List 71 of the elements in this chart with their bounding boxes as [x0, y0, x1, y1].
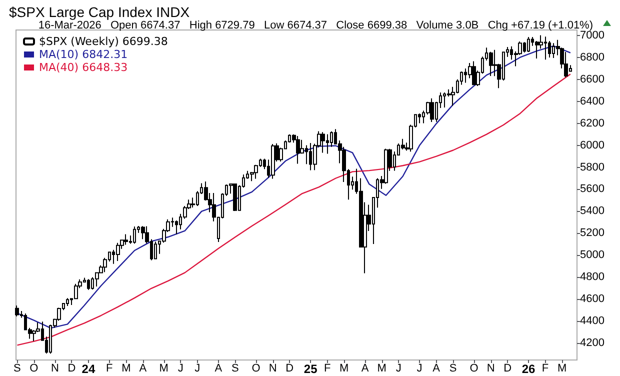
candlestick: [124, 234, 128, 246]
x-tick-label: O: [252, 362, 261, 374]
x-tick-label: D: [286, 362, 294, 374]
x-tick-label: O: [470, 362, 479, 374]
y-tick-label: 4200: [580, 336, 604, 349]
y-tick-label: 6400: [580, 95, 604, 108]
x-tick-label: F: [542, 362, 549, 374]
y-tick-label: 4400: [580, 315, 604, 328]
y-tick-label: 6600: [580, 73, 604, 86]
chart-title: $SPX Large Cap Index INDX: [9, 4, 190, 20]
x-tick-label: 26: [522, 362, 536, 376]
candlestick: [154, 241, 157, 260]
candlestick: [489, 51, 493, 77]
candlestick: [66, 298, 69, 306]
x-tick-label: D: [68, 362, 76, 374]
x-tick-label: N: [486, 362, 495, 374]
legend-label: MA(40) 6648.33: [39, 61, 128, 74]
candlestick: [564, 51, 568, 78]
x-tick-label: A: [139, 362, 148, 374]
y-tick-label: 4600: [580, 293, 604, 306]
legend-label: $SPX (Weekly) 6699.38: [39, 35, 168, 48]
x-tick-label: 25: [304, 362, 318, 376]
x-tick-label: O: [30, 362, 39, 374]
candlestick: [527, 36, 530, 52]
y-tick-label: 5000: [580, 249, 604, 262]
candlestick: [15, 305, 19, 317]
candlestick: [141, 226, 145, 240]
y-tick-label: 5800: [580, 161, 604, 174]
line-series: [16, 74, 572, 346]
candlestick: [321, 132, 325, 154]
x-tick-label: A: [361, 362, 370, 374]
x-tick-label: 24: [82, 362, 96, 376]
x-tick-label: D: [504, 362, 512, 374]
y-tick-label: 7000: [580, 29, 604, 42]
legend-label: MA(10) 6842.31: [39, 48, 128, 61]
y-tick-label: 4800: [580, 271, 604, 284]
x-tick-label: M: [122, 362, 131, 374]
x-tick-label: F: [106, 362, 114, 374]
x-tick-label: S: [14, 362, 21, 374]
candlestick: [472, 60, 476, 86]
y-tick-label: 6800: [580, 51, 604, 64]
y-tick-label: 6000: [580, 139, 604, 152]
x-tick-label: N: [268, 362, 277, 374]
candlestick: [133, 226, 136, 244]
x-tick-label: S: [231, 362, 239, 374]
x-tick-label: M: [159, 362, 168, 374]
x-tick-label: J: [416, 362, 422, 374]
x-tick-label: S: [449, 362, 457, 374]
x-tick-label: A: [214, 362, 223, 374]
x-tick-label: F: [324, 362, 331, 374]
x-tick-label: J: [396, 362, 402, 374]
candlestick: [87, 278, 90, 290]
x-tick-label: J: [178, 362, 184, 374]
chart-subtitle: 16-Mar-2026 Open 6674.37 High 6729.79 Low 6674.37 Close 6699.38 Volume 3.0B Chg +67.19 (+1.01%): [38, 20, 594, 32]
y-tick-label: 5400: [580, 205, 604, 218]
y-tick-label: 6200: [580, 117, 604, 130]
candlestick: [271, 143, 275, 180]
x-tick-label: M: [377, 362, 386, 374]
x-tick-label: M: [557, 362, 567, 374]
x-tick-label: M: [340, 362, 349, 374]
candlestick: [116, 242, 120, 262]
candlestick: [296, 135, 300, 164]
candlestick: [548, 40, 551, 58]
y-tick-label: 5600: [580, 183, 604, 196]
y-tick-label: 5200: [580, 227, 604, 240]
candlestick: [418, 112, 421, 124]
x-tick-label: J: [194, 362, 200, 374]
candlestick: [430, 98, 434, 123]
x-tick-label: A: [432, 362, 441, 374]
candlestick: [233, 183, 237, 212]
x-tick-label: N: [50, 362, 59, 374]
